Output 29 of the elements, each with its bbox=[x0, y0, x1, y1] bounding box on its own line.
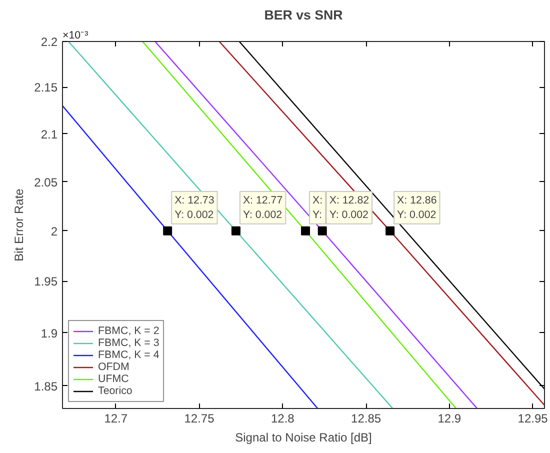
y-tick-label: 2.15 bbox=[34, 80, 58, 95]
x-tick-label: 12.7 bbox=[104, 412, 128, 426]
x-tick-label: 12.75 bbox=[184, 412, 215, 426]
y-tick-label: 2.1 bbox=[40, 127, 58, 142]
chart-title: BER vs SNR bbox=[264, 8, 344, 22]
y-tick-label: 2.2 bbox=[40, 35, 58, 49]
x-tick-label: 12.9 bbox=[438, 412, 462, 426]
y-tick-label: 1.85 bbox=[34, 379, 58, 394]
x-tick-label: 12.85 bbox=[351, 412, 382, 426]
y-tick-label: 2.05 bbox=[34, 175, 58, 190]
x-tick-label: 12.8 bbox=[270, 412, 295, 426]
legend-label: Teorico bbox=[98, 385, 132, 397]
legend-label: FBMC, K = 2 bbox=[98, 325, 160, 337]
annotation: X: 12.82 Y: 0.002 bbox=[329, 194, 370, 221]
x-tick-label: 12.95 bbox=[518, 412, 548, 426]
y-tick-label: 2 bbox=[50, 224, 58, 238]
legend-label: OFDM bbox=[98, 361, 130, 373]
y-axis-title: Bit Error Rate bbox=[12, 188, 26, 262]
legend-label: UFMC bbox=[98, 373, 129, 385]
x-axis-title: Signal to Noise Ratio [dB] bbox=[235, 430, 372, 444]
y-tick-label: 1.9 bbox=[40, 326, 58, 340]
y-tick-label: 1.95 bbox=[34, 274, 58, 289]
annotation: X: 12.73 Y: 0.002 bbox=[174, 194, 214, 221]
legend-label: FBMC, K = 3 bbox=[98, 337, 160, 349]
annotation: X: Y: bbox=[312, 194, 323, 221]
annotation: X: 12.86 Y: 0.002 bbox=[397, 194, 437, 221]
annotation: ×10⁻³ bbox=[62, 30, 89, 42]
legend-label: FBMC, K = 4 bbox=[98, 349, 160, 361]
annotation: X: 12.77 Y: 0.002 bbox=[242, 194, 283, 221]
